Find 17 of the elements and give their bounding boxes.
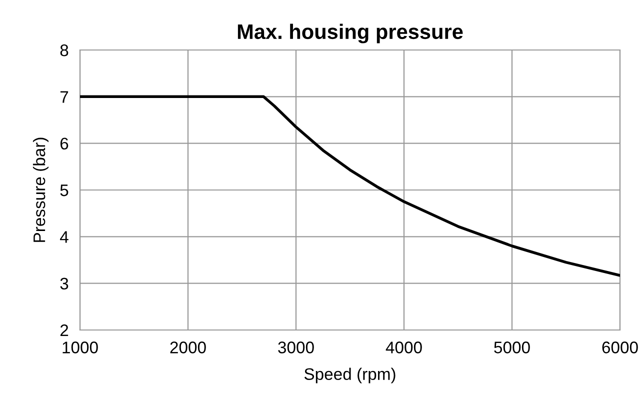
x-tick-label: 3000	[278, 342, 314, 354]
x-tick-label: 1000	[62, 342, 98, 354]
y-tick-label: 3	[60, 278, 68, 290]
y-tick-label: 2	[60, 324, 68, 336]
chart-title: Max. housing pressure	[238, 24, 463, 44]
x-tick-label: 2000	[170, 342, 206, 354]
y-tick-label: 8	[60, 44, 68, 56]
line-series	[80, 95, 620, 277]
y-tick-label: 4	[60, 231, 68, 243]
y-axis-title: Pressure (bar)	[32, 138, 48, 242]
x-tick-label: 5000	[494, 342, 530, 354]
x-tick-label: 6000	[602, 342, 638, 354]
y-tick-label: 5	[60, 184, 68, 196]
x-tick-label: 4000	[386, 342, 422, 354]
y-tick-label: 6	[60, 138, 68, 150]
x-axis-title: Speed (rpm)	[304, 368, 396, 384]
y-tick-label: 7	[60, 91, 68, 103]
